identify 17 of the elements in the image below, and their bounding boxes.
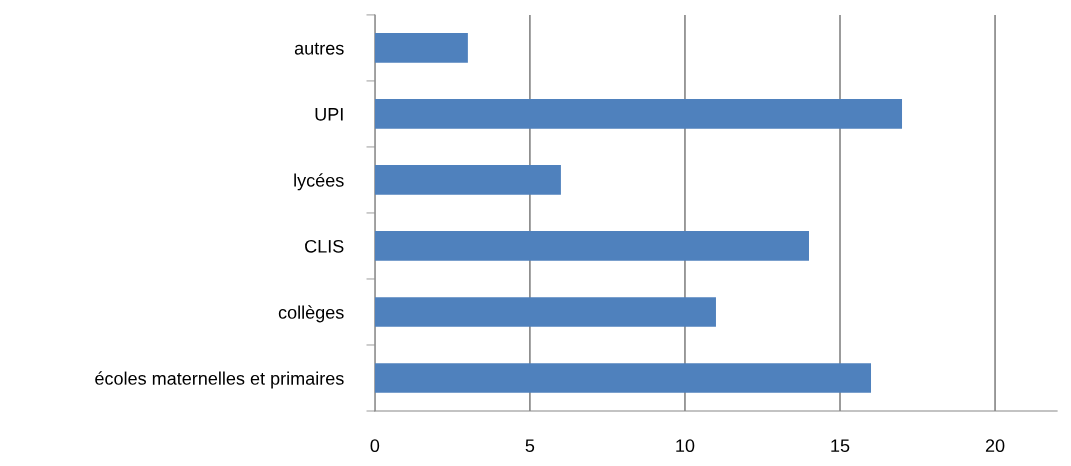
y-tick-label: UPI	[315, 108, 343, 121]
x-tick-label: 10	[676, 439, 695, 453]
x-tick-label: 15	[831, 439, 850, 453]
y-tick-label: écoles maternelles et primaires	[95, 371, 344, 389]
y-tick-label: lycées	[294, 173, 344, 191]
bar	[374, 33, 468, 63]
x-tick-label: 0	[370, 439, 380, 453]
bar	[374, 99, 903, 129]
y-tick-label: collèges	[278, 305, 344, 323]
x-tick-label: 5	[525, 439, 535, 453]
bar	[374, 165, 561, 195]
x-tick-label: 20	[985, 439, 1005, 453]
bar	[374, 231, 809, 261]
bar	[374, 297, 716, 327]
y-tick-label: CLIS	[305, 239, 344, 253]
y-tick-label: autres	[294, 42, 344, 55]
bar	[374, 363, 872, 393]
